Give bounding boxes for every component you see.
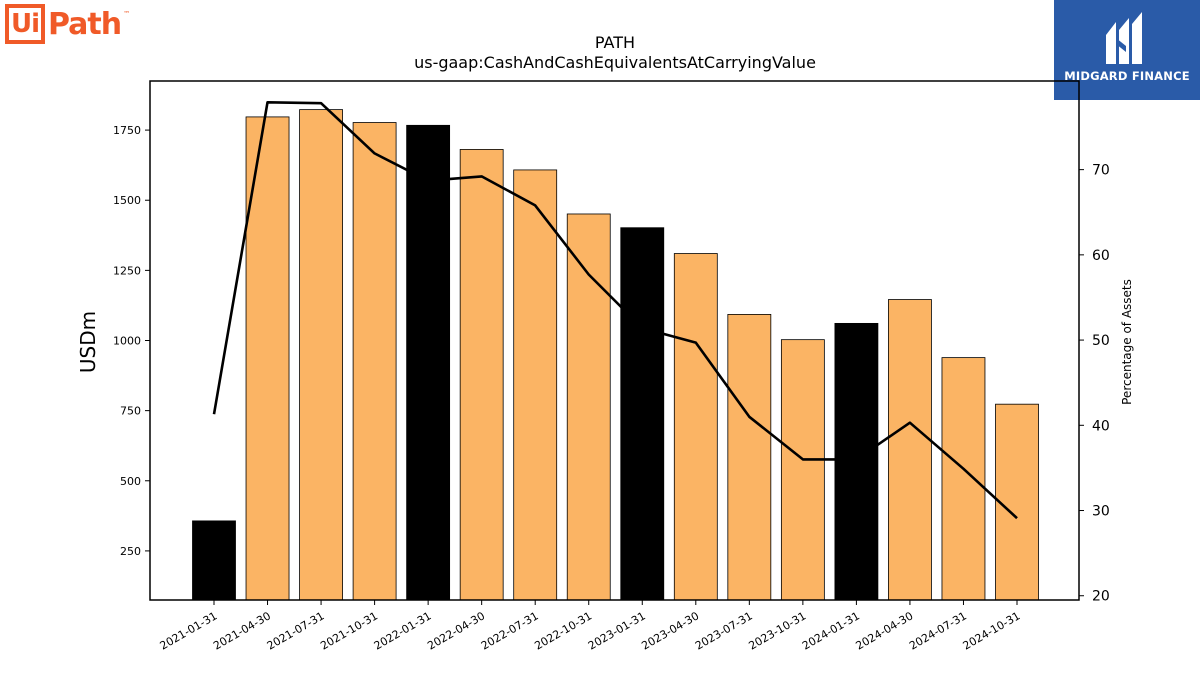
- y2-tick-label: 30: [1092, 504, 1110, 520]
- y2-tick-label: 20: [1092, 589, 1110, 605]
- x-tick-label: 2024-04-30: [854, 609, 916, 652]
- bar: [459, 149, 504, 601]
- y-tick-label: 1250: [113, 264, 141, 277]
- bar: [566, 213, 611, 601]
- x-tick-label: 2024-10-31: [961, 609, 1023, 652]
- y2-tick-label: 40: [1092, 418, 1110, 434]
- uipath-logo-tm: ™: [123, 10, 131, 18]
- chart-subtitle: us-gaap:CashAndCashEquivalentsAtCarrying…: [414, 53, 816, 72]
- y-tick-label: 1500: [113, 194, 141, 207]
- x-tick-label: 2021-04-30: [211, 609, 273, 652]
- x-tick-label: 2023-01-31: [586, 609, 648, 652]
- y2-axis-label: Percentage of Assets: [1120, 279, 1134, 405]
- x-tick-label: 2023-10-31: [746, 609, 808, 652]
- y2-tick-label: 60: [1092, 248, 1110, 264]
- bar: [673, 253, 718, 601]
- x-tick-label: 2022-01-31: [372, 609, 434, 652]
- line-series: [212, 101, 1018, 520]
- y-tick-label: 250: [120, 545, 141, 558]
- y-tick-label: 1000: [113, 335, 141, 348]
- chart-title: PATH: [595, 33, 635, 52]
- bar: [192, 520, 236, 601]
- x-tick-label: 2024-07-31: [907, 609, 969, 652]
- x-tick-label: 2022-07-31: [479, 609, 541, 652]
- bar: [620, 227, 665, 601]
- bar: [834, 322, 879, 601]
- bar: [941, 357, 986, 601]
- uipath-logo-ui: Ui: [5, 4, 45, 44]
- bar: [299, 109, 343, 601]
- x-tick-label: 2021-10-31: [318, 609, 380, 652]
- y-tick-label: 750: [120, 405, 141, 418]
- bar: [888, 299, 932, 601]
- x-tick-label: 2024-01-31: [800, 609, 862, 652]
- x-tick-label: 2021-01-31: [158, 609, 220, 652]
- bar: [406, 124, 451, 601]
- uipath-logo-path: Path: [48, 6, 122, 42]
- bar: [995, 403, 1039, 601]
- x-tick-label: 2021-07-31: [265, 609, 327, 652]
- bar: [352, 122, 397, 601]
- x-tick-label: 2023-04-30: [639, 609, 701, 652]
- bar: [245, 116, 290, 601]
- midgard-finance-name: MIDGARD FINANCE: [1064, 69, 1190, 83]
- y-axis-label: USDm: [76, 311, 100, 373]
- bar: [727, 314, 772, 601]
- x-tick-label: 2023-07-31: [693, 609, 755, 652]
- y-tick-label: 500: [120, 475, 141, 488]
- y2-tick-label: 70: [1092, 163, 1110, 179]
- uipath-logo: Ui Path ™: [5, 4, 130, 44]
- bar: [780, 339, 825, 601]
- x-tick-label: 2022-10-31: [532, 609, 594, 652]
- y2-tick-label: 50: [1092, 333, 1110, 349]
- bar: [513, 169, 558, 601]
- x-tick-label: 2022-04-30: [425, 609, 487, 652]
- midgard-emblem-icon: [1106, 12, 1142, 64]
- y-tick-label: 1750: [113, 124, 141, 137]
